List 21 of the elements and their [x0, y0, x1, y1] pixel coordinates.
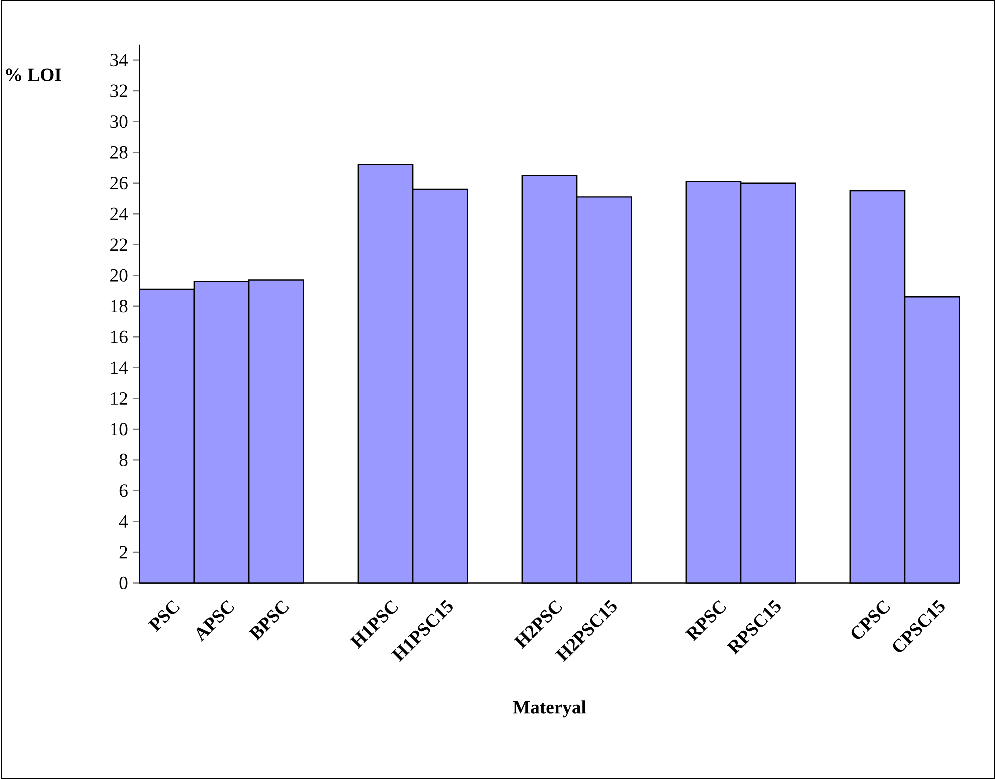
y-tick-label: 16	[111, 330, 128, 344]
y-tick-label: 2	[120, 546, 128, 559]
y-tick-label: 34	[110, 54, 128, 67]
x-tick-label: PSC	[148, 600, 180, 632]
y-tick-label: 14	[111, 362, 128, 374]
y-tick-label: 8	[120, 454, 128, 466]
y-axis-title: % LOI	[6, 68, 62, 82]
y-tick-label: 32	[110, 84, 128, 98]
y-tick-label: 6	[120, 484, 128, 498]
y-tick-label: 30	[110, 116, 128, 128]
y-tick-label: 4	[119, 516, 128, 528]
y-tick-label: 26	[110, 177, 128, 190]
y-tick-label: 10	[111, 423, 128, 436]
y-tick-label: 22	[110, 238, 128, 252]
x-axis-title: Materyal	[513, 700, 586, 718]
y-tick-label: 18	[111, 300, 128, 313]
y-tick-label: 28	[110, 146, 128, 159]
y-tick-label: 20	[110, 269, 128, 282]
y-tick-label: 24	[110, 208, 128, 220]
y-tick-label: 12	[111, 392, 128, 405]
y-tick-label: 0	[120, 576, 128, 590]
